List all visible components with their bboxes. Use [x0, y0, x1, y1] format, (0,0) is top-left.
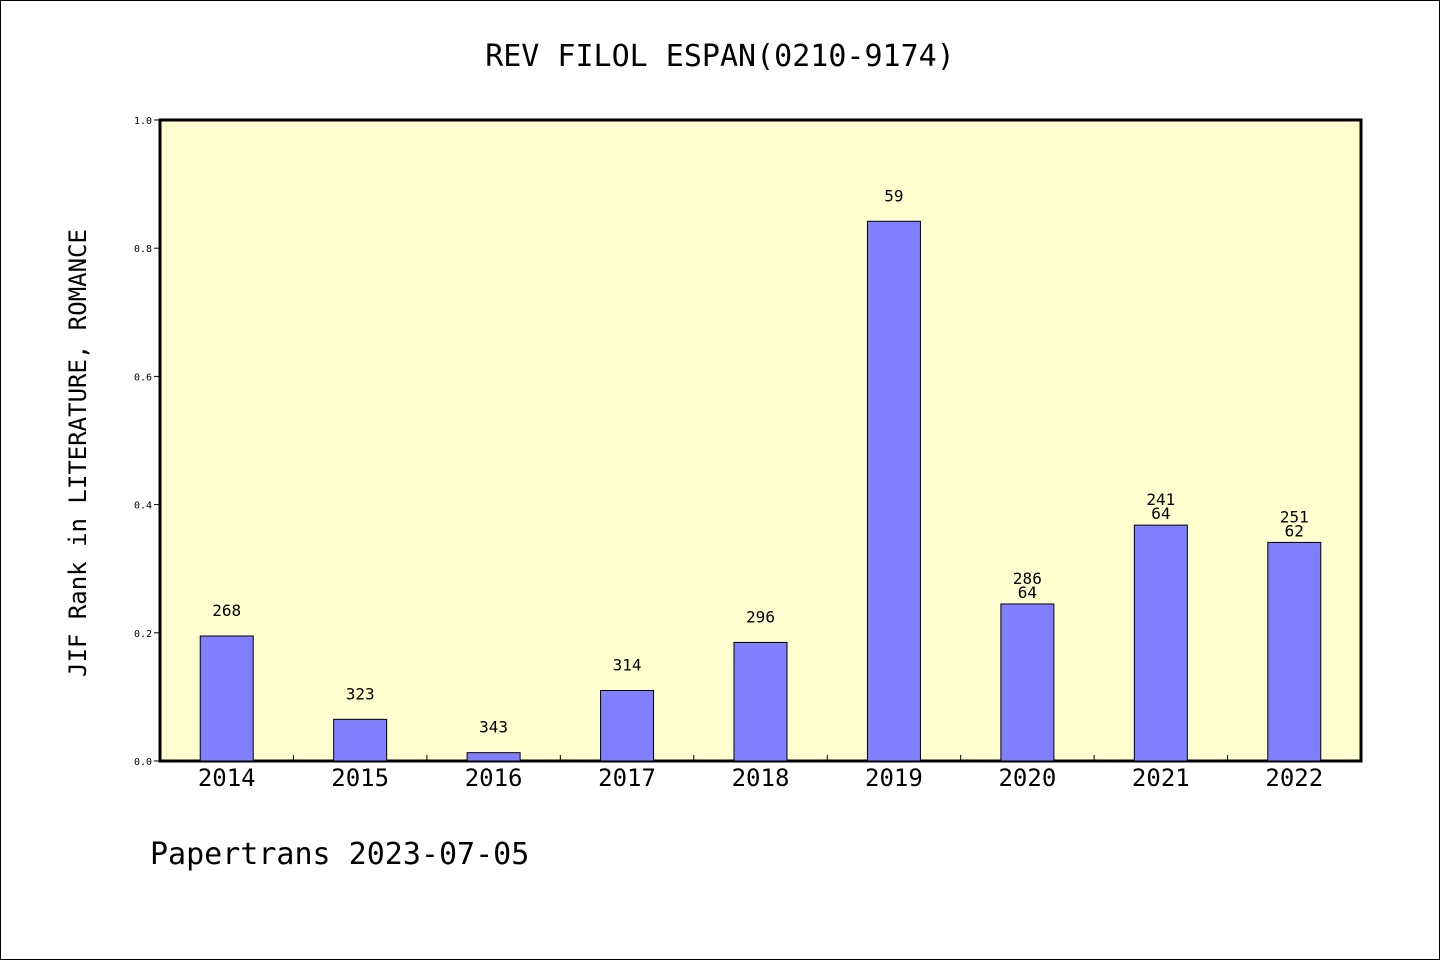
bar-value-label: 241 — [1146, 490, 1175, 509]
y-tick-label: 1.0 — [134, 116, 152, 127]
y-tick-label: 0.2 — [134, 629, 152, 640]
bar-value-label: 62 — [1285, 521, 1304, 540]
bar-value-label: 268 — [212, 601, 241, 620]
x-tick-label: 2022 — [1265, 764, 1323, 792]
bar-value-label: 286 — [1013, 569, 1042, 588]
bar-2019 — [866, 220, 921, 762]
bar-2014 — [199, 635, 254, 762]
bar-2015 — [333, 718, 388, 762]
bar-value-label: 323 — [346, 684, 375, 703]
x-tick-label: 2018 — [732, 764, 790, 792]
x-axis: 2014 2015 2016 2017 2018 2019 2020 2021 2022 — [198, 755, 1323, 792]
bar-value-label: 59 — [884, 186, 903, 205]
y-tick-label: 0.6 — [134, 372, 152, 383]
x-tick-label: 2016 — [465, 764, 523, 792]
bar-2022 — [1267, 541, 1322, 762]
x-tick-label: 2019 — [865, 764, 923, 792]
x-tick-label: 2021 — [1132, 764, 1190, 792]
bar-value-label: 314 — [613, 655, 642, 674]
y-tick-label: 0.4 — [134, 501, 152, 512]
y-axis: 0.0 0.2 0.4 0.6 0.8 1.0 — [134, 116, 160, 768]
bar-value-label: 296 — [746, 607, 775, 626]
y-axis-label: JIF Rank in LITERATURE, ROMANCE — [64, 229, 92, 677]
bar-value-label: 64 — [1018, 583, 1037, 602]
footer-credit: Papertrans 2023-07-05 — [150, 837, 529, 872]
y-tick-label: 0.0 — [134, 757, 152, 768]
bar-2018 — [733, 641, 788, 762]
bar-2020 — [1000, 603, 1055, 762]
x-tick-label: 2014 — [198, 764, 256, 792]
y-tick-label: 0.8 — [134, 244, 152, 255]
bar-value-label: 343 — [479, 718, 508, 737]
bar-2021 — [1133, 524, 1188, 762]
x-tick-label: 2017 — [598, 764, 656, 792]
chart-title: REV FILOL ESPAN(0210-9174) — [485, 39, 955, 74]
bar-value-label: 251 — [1280, 507, 1309, 526]
bar-value-label: 64 — [1151, 504, 1170, 523]
x-tick-label: 2015 — [331, 764, 389, 792]
bar-2016 — [466, 752, 521, 762]
bar-2017 — [600, 689, 655, 762]
x-tick-label: 2020 — [998, 764, 1056, 792]
